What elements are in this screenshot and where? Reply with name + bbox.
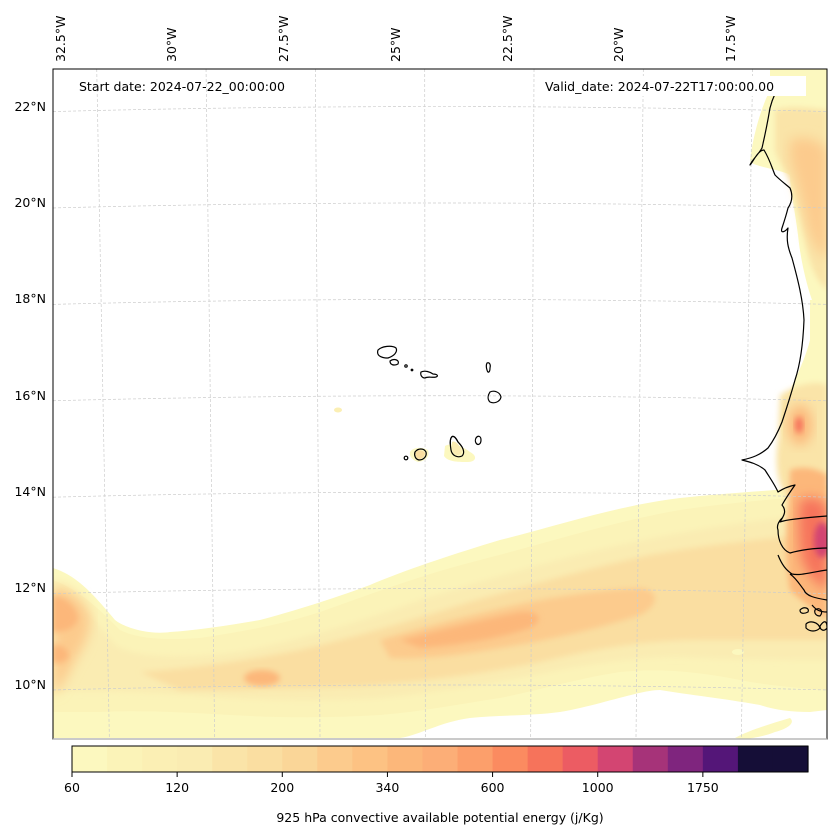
gridlines: [53, 69, 827, 739]
coastline-maio: [474, 435, 482, 446]
colorbar-tick-label: 60: [64, 780, 80, 795]
colorbar-segment: [492, 746, 529, 772]
coastline-brava: [403, 455, 409, 461]
colorbar-tick-label: 200: [270, 780, 294, 795]
latitude-tick-label: 14°N: [14, 484, 46, 499]
cape-field: [53, 69, 827, 739]
coastline-africa: [741, 79, 827, 613]
colorbar-segment: [107, 746, 143, 772]
cape-spot-27w: [244, 670, 280, 686]
coastline-bissagos-4: [819, 621, 827, 631]
colorbar-segment: [457, 746, 494, 772]
longitude-tick-labels: 32.5°W 30°W 27.5°W 25°W 22.5°W 20°W 17.5°W: [53, 16, 738, 62]
coastline-boa-vista: [487, 390, 502, 404]
coastline-santo-antao: [377, 345, 398, 359]
longitude-tick-label: 32.5°W: [53, 16, 68, 62]
colorbar-segment: [142, 746, 178, 772]
longitude-tick-label: 30°W: [164, 27, 179, 62]
gridline-lat: [53, 299, 827, 305]
cape-gambia-hot: [814, 522, 827, 558]
gridline-lat: [53, 684, 827, 691]
gridline-lon: [424, 69, 426, 739]
colorbar-segment: [212, 746, 248, 772]
colorbar-segment: [387, 746, 424, 772]
colorbar-segment: [667, 746, 704, 772]
colorbar-segment: [632, 746, 669, 772]
coastline-sao-vicente: [389, 358, 399, 366]
latitude-tick-labels: 22°N 20°N 18°N 16°N 14°N 12°N 10°N: [14, 99, 46, 692]
coastline-sao-nicolau: [420, 370, 439, 379]
coastline-fogo-outline: [414, 448, 427, 461]
colorbar-segment: [527, 746, 564, 772]
gridline-lat: [53, 588, 827, 594]
longitude-tick-label: 22.5°W: [500, 16, 515, 62]
gridline-lon: [205, 69, 216, 739]
longitude-tick-label: 17.5°W: [723, 16, 738, 62]
colorbar-segment: [737, 746, 774, 772]
colorbar-segment: [772, 746, 809, 772]
longitude-tick-label: 25°W: [388, 27, 403, 62]
cape-wisp-e: [732, 649, 744, 655]
colorbar-tick-label: 1000: [582, 780, 614, 795]
latitude-tick-label: 18°N: [14, 291, 46, 306]
colorbar-tick-label: 1750: [687, 780, 719, 795]
cape-santiago-core: [451, 441, 462, 455]
coastline-bissagos-2: [814, 608, 823, 617]
coastline-sal: [485, 362, 491, 373]
gridline-lat: [53, 395, 827, 402]
cape-west-hotspot-core: [53, 595, 78, 632]
colorbar-segment: [702, 746, 739, 772]
gridline-lon: [635, 69, 644, 739]
cape-wisp-islands: [334, 407, 342, 413]
colorbar-segment: [282, 746, 318, 772]
gridline-lat: [53, 106, 827, 112]
colorbar: 60 120 200 340 600 1000 1750: [64, 745, 809, 795]
coastlines-islands-redraw: [414, 435, 465, 461]
colorbar-label: 925 hPa convective available potential e…: [276, 810, 603, 825]
latitude-tick-label: 20°N: [14, 195, 46, 210]
latitude-tick-label: 16°N: [14, 388, 46, 403]
colorbar-segment: [422, 746, 459, 772]
longitude-tick-label: 27.5°W: [276, 16, 291, 62]
valid-date-label: Valid_date: 2024-07-22T17:00:00.00: [545, 79, 774, 94]
valid-date-box: [540, 76, 806, 96]
coastline-sao-nicolau-islet: [410, 368, 414, 372]
coastline-santa-luzia: [404, 364, 408, 368]
colorbar-segment: [352, 746, 389, 772]
colorbar-segment: [247, 746, 283, 772]
colorbar-segment: [562, 746, 599, 772]
cape-wisp-se: [735, 718, 792, 739]
coastline-santiago-outline: [449, 435, 465, 458]
colorbar-segment: [177, 746, 213, 772]
colorbar-segment: [597, 746, 634, 772]
longitude-tick-label: 20°W: [611, 27, 626, 62]
gridline-lon: [530, 69, 535, 739]
colorbar-segment: [72, 746, 108, 772]
cape-fogo-core: [415, 450, 425, 459]
gridline-lat: [53, 202, 827, 209]
latitude-tick-label: 12°N: [14, 580, 46, 595]
cape-senegal-hot: [795, 417, 803, 433]
colorbar-frame: [71, 745, 809, 773]
cape-gambia-core: [798, 497, 827, 590]
coastline-bissagos-1: [799, 607, 809, 614]
colorbar-tick-label: 340: [375, 780, 399, 795]
cape-band-5: [400, 611, 539, 648]
colorbar-tick-label: 600: [481, 780, 505, 795]
start-date-label: Start date: 2024-07-22_00:00:00: [79, 79, 285, 94]
latitude-tick-label: 22°N: [14, 99, 46, 114]
cape-coast-north-3: [790, 138, 827, 260]
gridline-lat: [53, 491, 827, 498]
latitude-tick-label: 10°N: [14, 677, 46, 692]
colorbar-tick-label: 120: [165, 780, 189, 795]
gridline-lon: [96, 69, 110, 739]
colorbar-segment: [317, 746, 353, 772]
cape-west-spot-2: [53, 644, 69, 664]
gridline-lon: [315, 69, 321, 739]
gridline-lon: [740, 69, 754, 739]
